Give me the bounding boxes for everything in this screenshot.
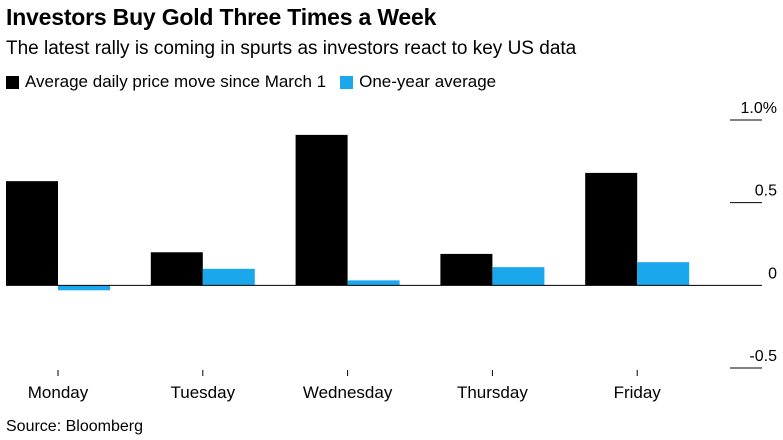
chart-subtitle: The latest rally is coming in spurts as …	[6, 38, 577, 59]
x-tick-label-thursday: Thursday	[457, 383, 528, 402]
y-tick-label: -0.5	[749, 348, 777, 365]
legend-label-series-a: Average daily price move since March 1	[25, 72, 327, 91]
bar-series-a-friday	[585, 172, 638, 286]
y-tick-label: 1.0%	[741, 100, 777, 117]
legend-swatch-series-b	[340, 75, 354, 89]
bar-series-b-monday	[58, 285, 110, 291]
x-tick-label-monday: Monday	[28, 383, 89, 402]
chart-title: Investors Buy Gold Three Times a Week	[6, 4, 437, 30]
bar-series-a-thursday	[440, 253, 493, 286]
bar-series-b-thursday	[492, 267, 545, 286]
bar-series-b-tuesday	[202, 268, 255, 286]
legend-label-series-b: One-year average	[359, 72, 497, 91]
bar-series-a-tuesday	[150, 252, 203, 286]
legend-item-series-a: Average daily price move since March 1	[6, 72, 326, 92]
y-tick-label: 0	[768, 265, 777, 282]
legend-item-series-b: One-year average	[340, 72, 496, 92]
bar-series-a-monday	[6, 181, 58, 286]
bar-series-b-friday	[637, 262, 690, 286]
source-note: Source: Bloomberg	[6, 418, 143, 435]
bar-series-b-wednesday	[347, 280, 400, 286]
x-tick-label-friday: Friday	[614, 383, 662, 402]
legend-swatch-series-a	[6, 75, 19, 89]
legend: Average daily price move since March 1 O…	[6, 72, 510, 92]
bar-series-a-wednesday	[295, 134, 348, 286]
x-tick-label-wednesday: Wednesday	[303, 383, 393, 402]
y-tick-label: 0.5	[755, 183, 777, 200]
x-tick-label-tuesday: Tuesday	[171, 383, 236, 402]
